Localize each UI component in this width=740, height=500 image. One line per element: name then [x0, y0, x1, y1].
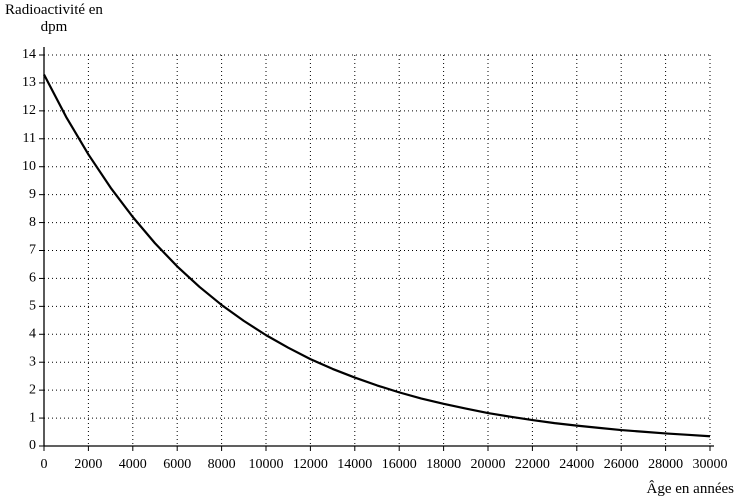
x-tick-label: 0	[41, 457, 48, 472]
x-tick-label: 20000	[471, 457, 506, 472]
y-tick-label: 14	[22, 47, 36, 62]
x-tick-label: 8000	[208, 457, 236, 472]
y-tick-label: 11	[23, 131, 36, 146]
y-tick-label: 4	[29, 327, 36, 342]
y-tick-label: 3	[29, 354, 36, 369]
y-tick-label: 6	[29, 271, 36, 286]
y-tick-label: 8	[29, 215, 36, 230]
x-tick-label: 4000	[119, 457, 147, 472]
y-axis-title: Radioactivité en dpm	[5, 2, 103, 35]
x-tick-label: 6000	[163, 457, 191, 472]
y-tick-label: 10	[22, 159, 36, 174]
x-tick-label: 24000	[559, 457, 594, 472]
x-tick-label: 28000	[648, 457, 683, 472]
y-tick-label: 9	[29, 187, 36, 202]
x-axis-title: Âge en années	[646, 481, 734, 497]
y-tick-label: 2	[29, 382, 36, 397]
y-tick-label: 5	[29, 299, 36, 314]
x-tick-label: 30000	[693, 457, 728, 472]
x-tick-label: 26000	[604, 457, 639, 472]
x-tick-label: 14000	[337, 457, 372, 472]
y-tick-label: 12	[22, 103, 36, 118]
y-tick-label: 1	[29, 410, 36, 425]
x-tick-label: 2000	[74, 457, 102, 472]
y-tick-label: 13	[22, 75, 36, 90]
x-tick-label: 12000	[293, 457, 328, 472]
y-tick-label: 7	[29, 243, 36, 258]
curve	[43, 74, 711, 438]
y-tick-label: 0	[29, 438, 36, 453]
x-tick-label: 16000	[382, 457, 417, 472]
x-tick-label: 22000	[515, 457, 550, 472]
x-tick-label: 10000	[249, 457, 284, 472]
x-tick-label: 18000	[426, 457, 461, 472]
